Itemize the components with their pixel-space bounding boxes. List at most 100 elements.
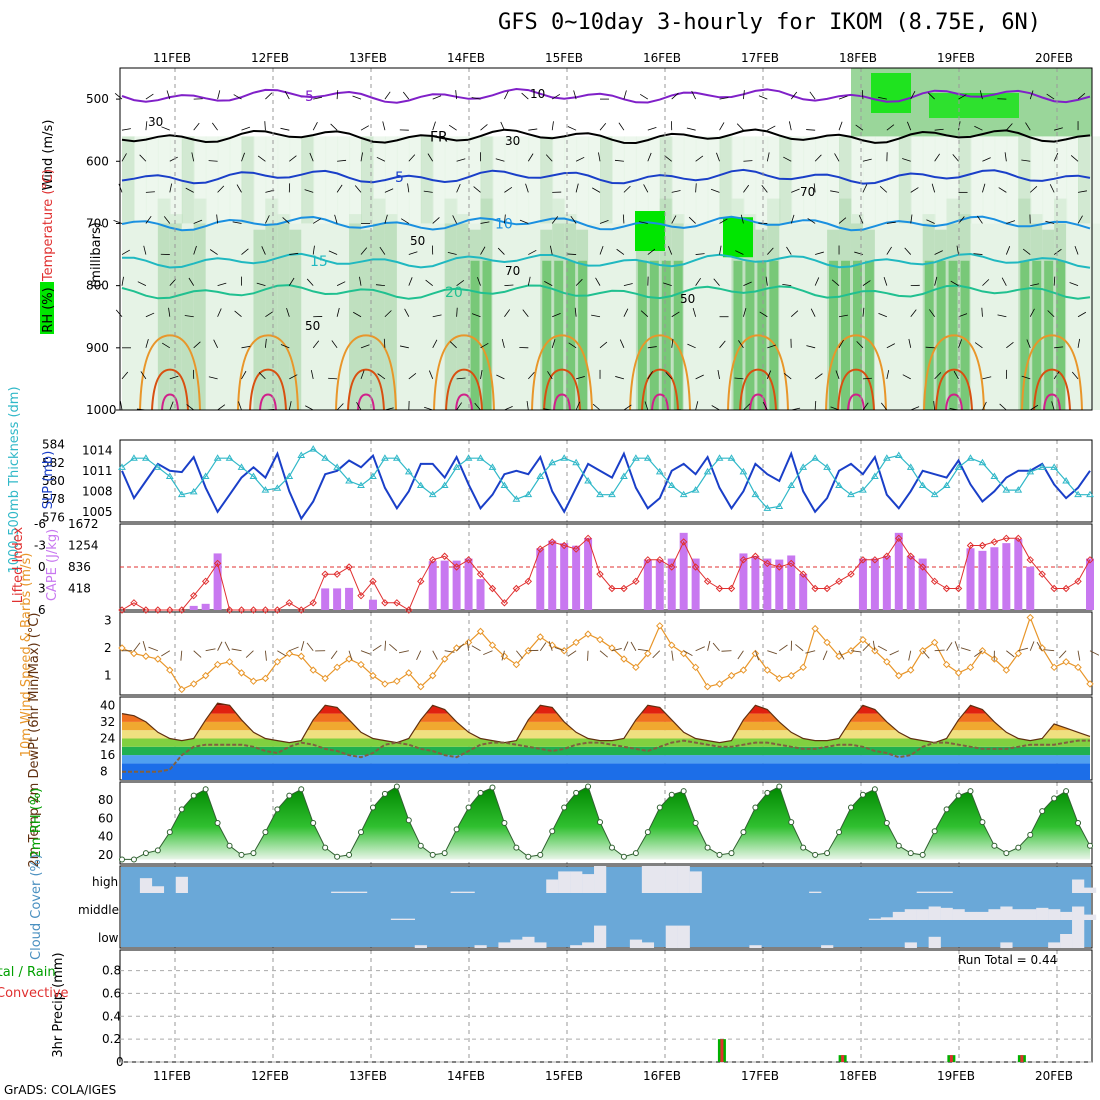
- rh-point: [310, 820, 317, 826]
- date-label-bottom: 20FEB: [1035, 1069, 1073, 1083]
- wind-barb: [427, 153, 434, 162]
- temp-band: [122, 730, 1090, 739]
- date-label-top: 19FEB: [937, 51, 975, 65]
- wind-barb: [981, 307, 983, 317]
- isotherm-label: 10: [495, 216, 513, 232]
- wind-speed-point: [954, 669, 963, 677]
- rh-shade-mid: [181, 229, 195, 410]
- wind-barb-10m: [466, 640, 470, 651]
- wind-barb: [280, 344, 290, 349]
- wind-barb: [328, 377, 338, 380]
- pressure-tick-label: 900: [86, 341, 109, 355]
- wind-barb-10m: [587, 650, 589, 661]
- wind-barb: [591, 314, 601, 318]
- wind-barb: [910, 406, 920, 411]
- cloud-bar-high: [665, 866, 678, 893]
- wind-barb: [783, 156, 792, 162]
- wind-barb: [671, 92, 679, 100]
- dewpt-line: [122, 739, 1090, 773]
- temp-contour-25: [531, 334, 593, 411]
- rh-shade-upper: [862, 136, 876, 224]
- wind-barb: [575, 401, 581, 411]
- wind-barb: [360, 125, 370, 131]
- wind-barb: [1045, 220, 1055, 224]
- wind-barb: [719, 97, 729, 100]
- wind-speed-line: [121, 615, 1091, 691]
- wind-barb: [497, 247, 505, 255]
- li-point: [1014, 534, 1023, 543]
- rh-shade-upper: [886, 136, 900, 224]
- rh-point: [334, 853, 341, 860]
- wind-barb: [858, 215, 864, 224]
- wind-barb-10m: [630, 641, 637, 651]
- wind-barb: [528, 249, 537, 255]
- cloud-bar-high: [916, 891, 929, 893]
- isotherm-label: -5: [300, 89, 314, 105]
- wind-barb: [312, 340, 320, 349]
- wind-barb: [862, 307, 865, 317]
- wind-barb: [643, 184, 649, 193]
- rh-point: [991, 842, 998, 849]
- cape-bar: [918, 558, 927, 610]
- wind-barb: [551, 121, 554, 131]
- wind-barb: [495, 158, 505, 162]
- rh-shade-upper: [516, 136, 530, 224]
- rh-shade-low: [516, 223, 530, 410]
- rh-shade-upper: [850, 136, 864, 224]
- wind-barb: [982, 376, 992, 380]
- wind-barb: [623, 90, 627, 100]
- cape-bar: [751, 555, 760, 610]
- cape-bar: [775, 559, 784, 610]
- rh-shade-low: [145, 223, 159, 410]
- rh-point: [800, 844, 807, 851]
- slp-tick-label: 1011: [82, 464, 113, 478]
- rh-shade-mid: [193, 198, 207, 410]
- wind-barb: [163, 216, 171, 224]
- rh-point: [680, 788, 687, 795]
- wind-barb: [432, 314, 442, 318]
- wind-barb: [115, 309, 123, 317]
- wind-barb: [264, 121, 266, 131]
- wind-barb: [862, 402, 869, 411]
- wind-barb: [169, 183, 173, 193]
- rh-shade-upper: [265, 136, 279, 224]
- wind-speed-point: [775, 674, 783, 683]
- rh-shade-dark: [960, 260, 970, 410]
- thickness-point: [201, 472, 210, 479]
- wind-barb: [974, 125, 983, 131]
- wind-barb: [814, 373, 823, 380]
- li-point: [512, 584, 521, 593]
- li-point: [273, 606, 282, 614]
- wind-barb: [671, 190, 681, 193]
- rh-shade-bright: [723, 217, 753, 258]
- rh-shade-low: [898, 223, 912, 410]
- temp-contour-30: [935, 368, 973, 411]
- rh-shade-mid: [444, 198, 458, 410]
- rh-shade-upper: [791, 136, 805, 224]
- cloud-bar-high: [582, 874, 595, 893]
- wind-barb: [265, 311, 274, 318]
- wind-speed-point: [596, 635, 604, 644]
- wind-barb: [743, 184, 750, 193]
- li-point: [632, 577, 640, 586]
- wind-speed-point: [178, 685, 186, 694]
- wind-barb: [807, 218, 816, 224]
- wind-speed-point: [751, 649, 760, 658]
- wind-barb: [575, 278, 583, 286]
- rh-shade-low: [910, 223, 924, 410]
- wind-barb-10m: [934, 649, 945, 652]
- rh-point: [1063, 788, 1070, 795]
- wind-barb: [521, 92, 529, 100]
- wind-barb: [644, 401, 649, 411]
- cloud-axis-label: Cloud Cover (%): [29, 854, 44, 960]
- thickness-point: [225, 454, 234, 461]
- temp-contour-35: [357, 393, 375, 411]
- li-point: [440, 552, 449, 560]
- wind-barb: [973, 253, 983, 255]
- cloud-bar-high: [355, 891, 368, 893]
- wind-barb: [878, 312, 887, 318]
- rh-shade-dark: [769, 260, 779, 410]
- rh-shade-upper: [994, 136, 1008, 224]
- temp-contour-25: [629, 334, 691, 411]
- cape-bar: [978, 550, 987, 610]
